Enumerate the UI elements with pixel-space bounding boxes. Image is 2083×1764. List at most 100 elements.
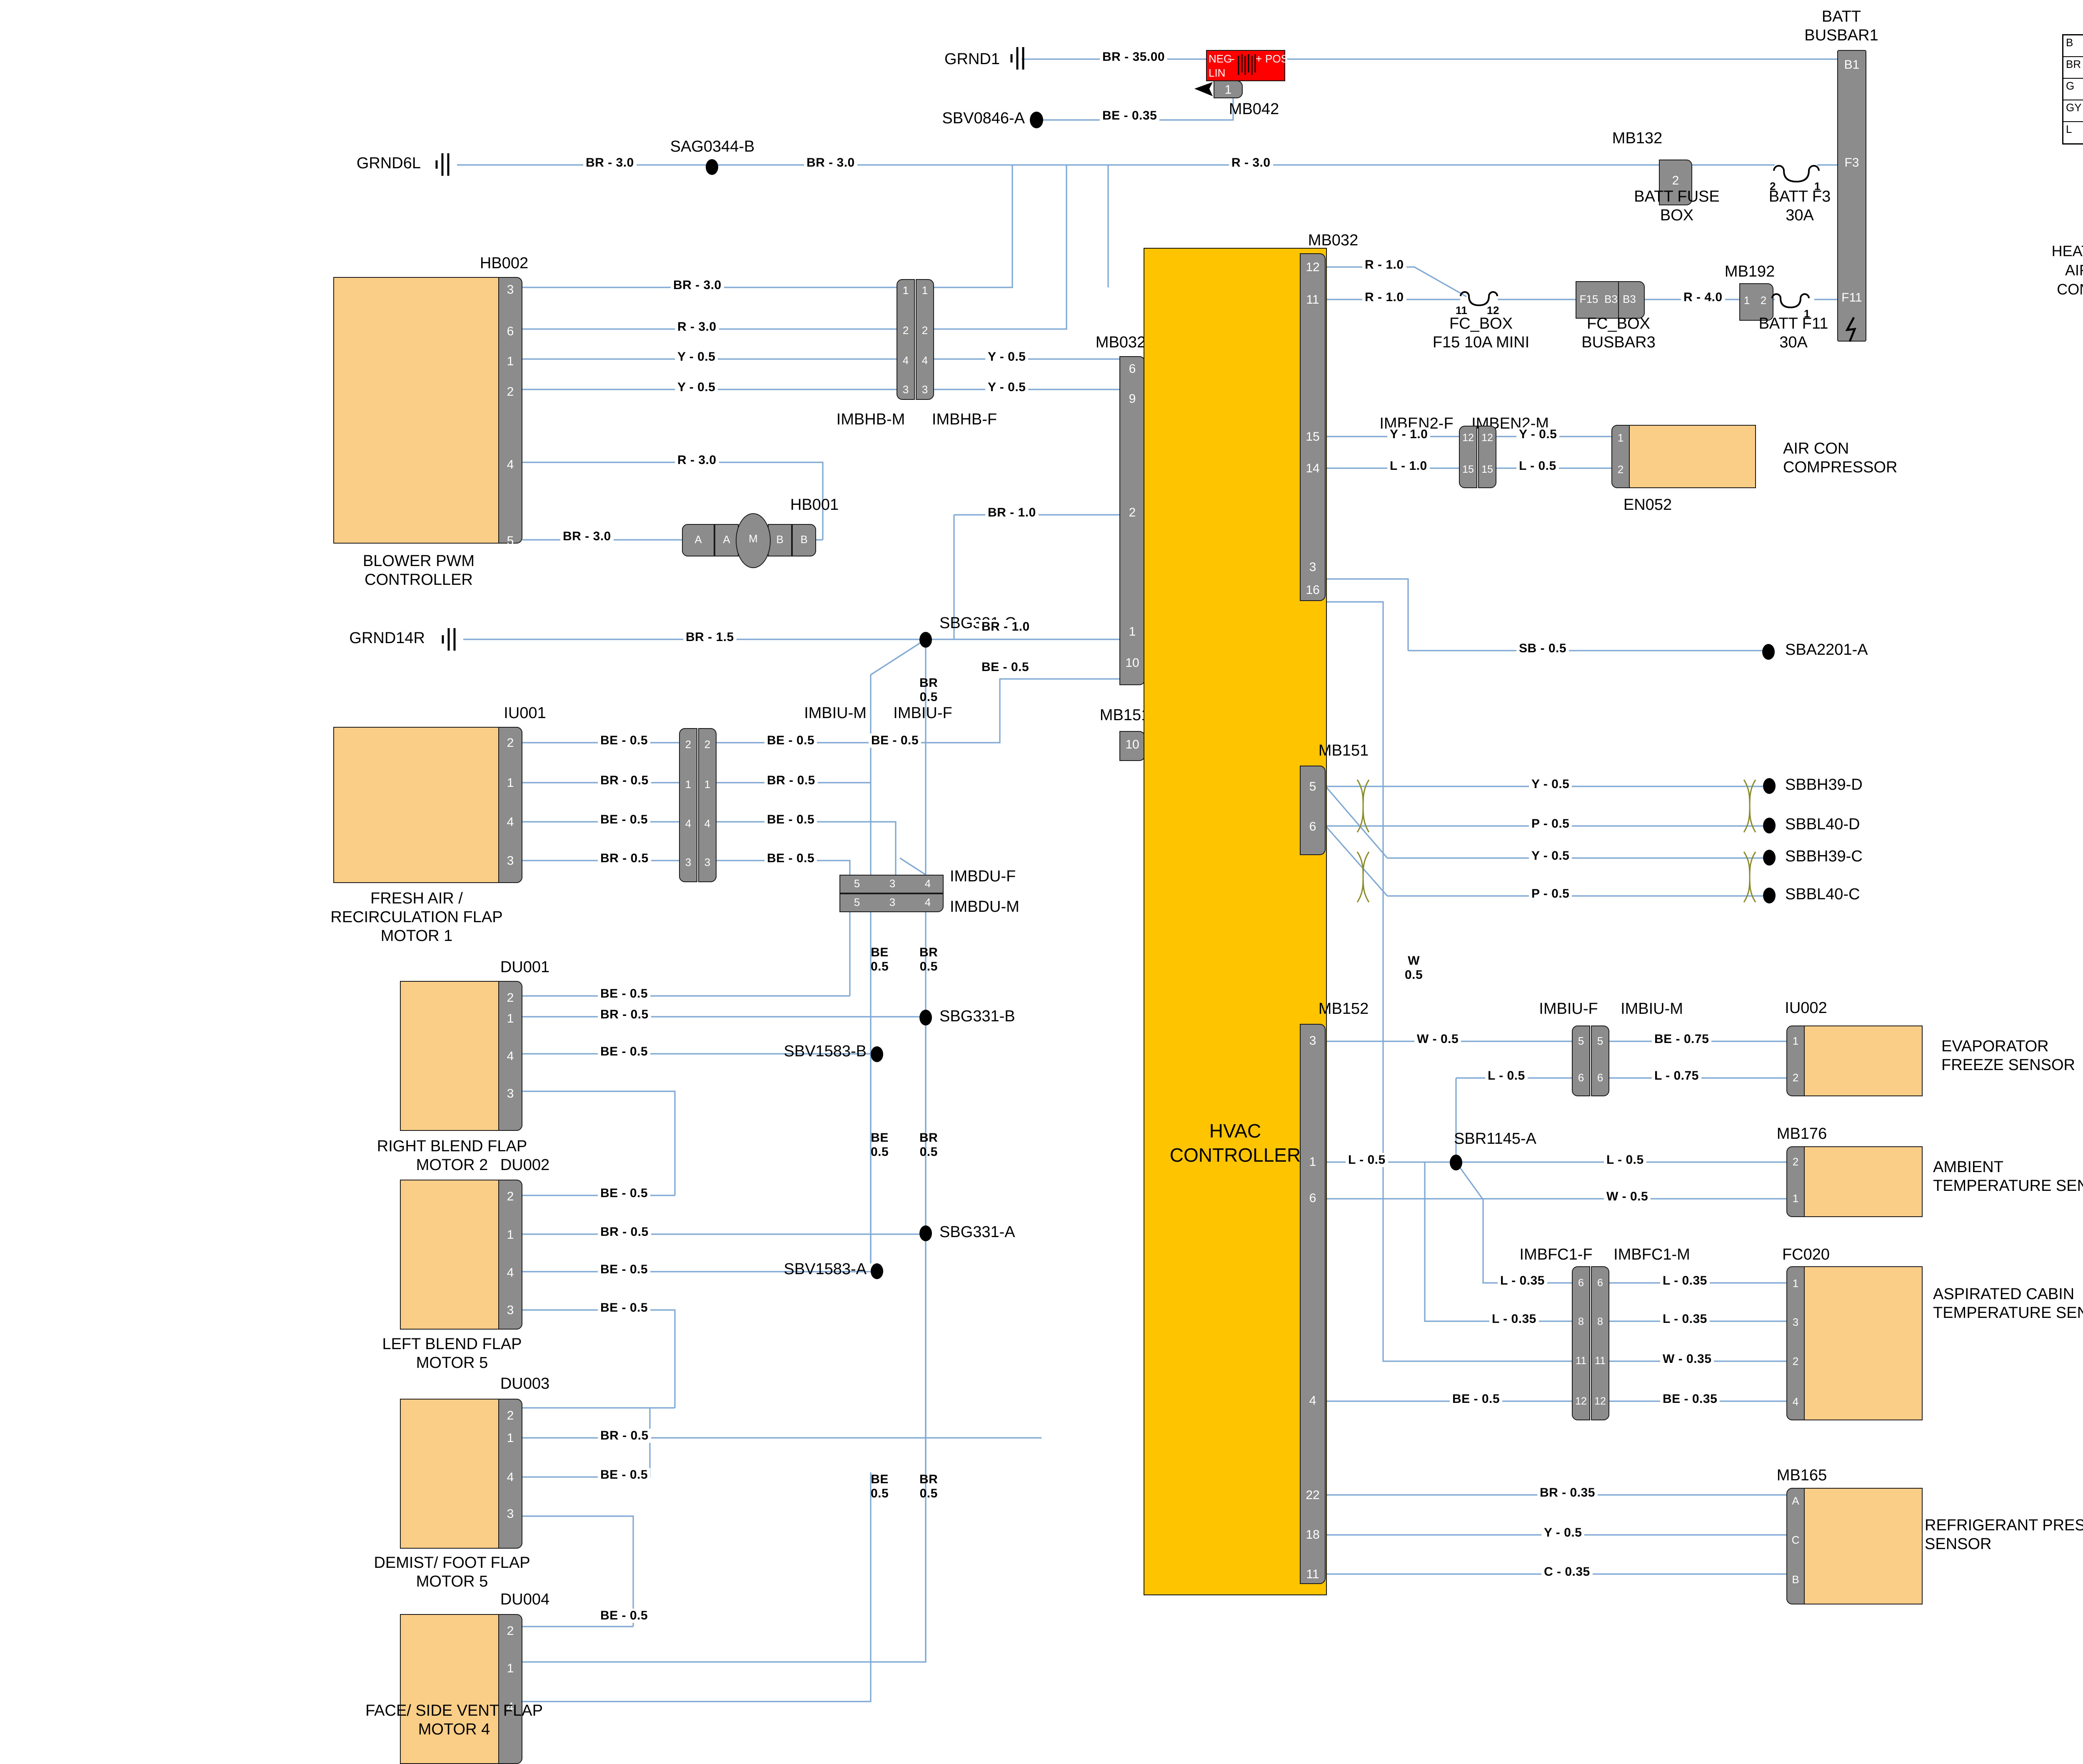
connector-hb001-a2[interactable]: A <box>714 524 739 556</box>
connector-mb152-right[interactable]: 3 1 6 4 22 18 11 <box>1300 1024 1326 1584</box>
wire-colour-code: L <box>1348 1153 1356 1167</box>
connector-imben2-m[interactable]: 12 15 <box>1478 426 1496 488</box>
connector-mb176[interactable]: 2 1 <box>1786 1146 1805 1217</box>
connector-mb042-pin[interactable]: 1 <box>1214 80 1243 98</box>
connector-fc-box-busbar3[interactable]: F15 <box>1576 281 1626 319</box>
wire-imbiu1-2-mb032-10 <box>717 678 1119 744</box>
connector-en052[interactable]: 1 2 <box>1611 425 1630 488</box>
wire-label-w1: BR - 35.00 <box>1100 50 1168 64</box>
mb032-right-pin-14: 14 <box>1306 462 1320 475</box>
connector-imbiu-m-2[interactable]: 5 6 <box>1591 1025 1609 1096</box>
device-name-line: FC_BOX <box>1449 315 1513 332</box>
connector-imbiu-m-1[interactable]: 2 1 4 3 <box>679 728 697 882</box>
wire-label-w26: BE - 0.5 <box>869 734 922 748</box>
device-label-mb032-left: MB032 <box>1095 334 1146 351</box>
connector-mb165[interactable]: A C B <box>1786 1488 1805 1604</box>
device-label-mb042: MB042 <box>1229 100 1279 118</box>
connector-du001[interactable]: 2 1 4 3 <box>498 981 522 1131</box>
mb132-pin-2: 2 <box>1672 174 1679 187</box>
connector-imbdu-f[interactable]: 5 3 4 <box>839 875 944 893</box>
wire-size: 1.0 <box>1386 258 1404 272</box>
connector-hb001-a[interactable]: A <box>682 524 714 556</box>
wire-colour-code: W <box>1663 1352 1675 1366</box>
iu002-pin-1: 1 <box>1792 1035 1799 1047</box>
wire-imbiu1-4-imbdu <box>717 821 897 875</box>
connector-mb151-right[interactable]: 5 6 <box>1300 766 1326 855</box>
wire-size: 0.5 <box>1405 968 1423 982</box>
wire-size: 0.5 <box>630 851 649 865</box>
connector-imbfc1-m[interactable]: 6 8 11 12 <box>1591 1266 1609 1420</box>
imbhb-f-pin-1: 1 <box>922 284 928 297</box>
connector-mb132[interactable]: 2 <box>1659 160 1692 205</box>
connector-du003[interactable]: 2 1 4 3 <box>498 1399 522 1549</box>
wire-colour-code: Y <box>988 350 996 364</box>
wire-size: 0.5 <box>900 734 919 747</box>
device-label-mb132: MB132 <box>1612 130 1663 147</box>
connector-mb032-right[interactable]: 12 11 15 14 3 16 <box>1300 253 1326 601</box>
legend-code: B <box>2066 36 2073 49</box>
connector-imbdu-m[interactable]: 5 3 4 <box>839 893 944 912</box>
connector-imbhb-f[interactable]: 1 2 4 3 <box>916 279 934 400</box>
connector-hb001-b1[interactable]: B <box>768 524 792 556</box>
splice-dot-sbv1583-b <box>871 1046 883 1062</box>
connector-du004[interactable]: 2 1 4 <box>498 1614 522 1764</box>
wire-colour-code: BR <box>563 529 582 543</box>
mb032-right-pin-11: 11 <box>1306 293 1319 307</box>
wire-size: 0.5 <box>1548 641 1567 655</box>
device-name-blower-pwm: BLOWER PWM CONTROLLER <box>329 552 508 589</box>
device-label-mb165: MB165 <box>1776 1467 1827 1484</box>
mb032-left-pin-10: 10 <box>1125 656 1139 670</box>
connector-imbiu-f-2[interactable]: 5 6 <box>1572 1025 1590 1096</box>
ground-symbol-grnd14r <box>442 628 456 651</box>
connector-fc020[interactable]: 1 3 2 4 <box>1786 1266 1805 1420</box>
connector-iu002[interactable]: 1 2 <box>1786 1025 1805 1096</box>
wire-size: 0.35 <box>1511 1312 1536 1326</box>
wire-label-w14: BR - 1.0 <box>985 506 1039 520</box>
connector-mb032-left[interactable]: 6 9 2 1 10 <box>1119 356 1145 685</box>
connector-hb001-b2[interactable]: B <box>792 524 816 556</box>
wire-colour-legend: BBlackLGLight GreenVVioletBRBrownOOrange… <box>2062 34 2083 145</box>
title-line-3: CONTROLLER - HVAC <box>2057 281 2083 298</box>
connector-batt-busbar1[interactable]: B1 F3 F11 <box>1837 50 1866 342</box>
connector-imbiu-f-1[interactable]: 2 1 4 3 <box>698 728 717 882</box>
connector-imbhb-m[interactable]: 1 2 4 3 <box>897 279 915 400</box>
connector-hb002[interactable]: 3 6 1 2 4 5 <box>498 277 522 548</box>
wire-label-sv4: BE 0.5 <box>871 1131 889 1159</box>
hb002-pin-5: 5 <box>507 534 514 548</box>
wire-imbhb-2-up <box>934 165 1067 330</box>
device-name-right-blend: RIGHT BLEND FLAP MOTOR 2 <box>362 1137 542 1175</box>
splice-label-sbg331-b: SBG331-B <box>939 1008 1015 1025</box>
connector-imbfc1-f[interactable]: 6 8 11 12 <box>1572 1266 1590 1420</box>
legend-cell-br: BRBrown <box>2063 57 2083 79</box>
fc020-pin-3: 3 <box>1792 1316 1799 1328</box>
wire-label-w16: BR - 1.0 <box>979 620 1032 634</box>
wire-colour-code: BE <box>767 813 785 826</box>
hb001-motor-label: M <box>749 532 758 545</box>
splice-label-sba2201-a: SBA2201-A <box>1785 641 1868 659</box>
mb192-pin-2: 2 <box>1760 294 1767 307</box>
connector-fc-box-busbar3-b3[interactable]: B3 B3 <box>1604 281 1645 319</box>
connector-du002[interactable]: 2 1 4 3 <box>498 1180 522 1330</box>
wire-size: 3.0 <box>616 156 634 170</box>
device-face-side-vent-flap-motor <box>400 1614 500 1764</box>
wire-size: 0.5 <box>919 959 938 973</box>
connector-iu001[interactable]: 2 1 4 3 <box>498 727 522 883</box>
wire-label-w17: BE - 0.5 <box>979 660 1032 674</box>
wire-size: 0.5 <box>630 1429 649 1442</box>
wire-size: 0.5 <box>629 1468 648 1482</box>
mb176-pin-1: 1 <box>1792 1192 1799 1205</box>
splice-dot-sbbl40-c <box>1763 888 1776 903</box>
wire-label-w64: Y - 0.5 <box>1541 1526 1585 1540</box>
connector-mb151-left[interactable]: 10 <box>1119 731 1145 761</box>
wire-colour-code: C <box>1544 1565 1554 1579</box>
device-name-line: BATT FUSE <box>1634 188 1720 205</box>
wire-colour-code: BE <box>600 813 618 826</box>
fc020-pin-2: 2 <box>1792 1355 1799 1367</box>
device-ambient-temperature-sensor <box>1804 1146 1923 1217</box>
connector-mb192[interactable]: 1 2 <box>1739 283 1773 321</box>
wire-size: 0.35 <box>1519 1274 1545 1287</box>
imbiu-m1-pin-1: 1 <box>685 778 692 791</box>
connector-imben2-f[interactable]: 12 15 <box>1459 426 1477 488</box>
wire-label-w24: BE - 0.5 <box>764 813 817 827</box>
